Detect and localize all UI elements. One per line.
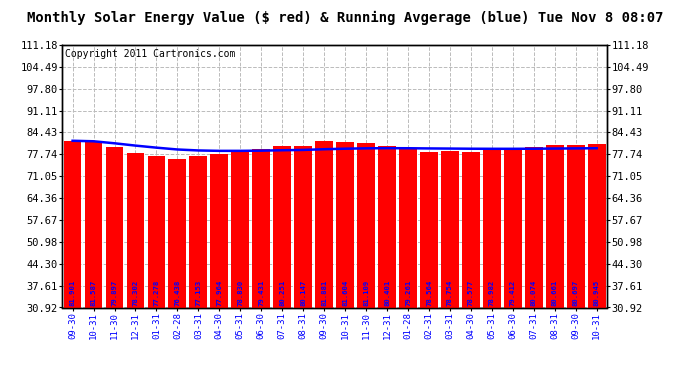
Bar <box>85 142 102 308</box>
Bar <box>273 146 291 308</box>
Text: 80.251: 80.251 <box>279 280 285 306</box>
Bar <box>336 142 354 308</box>
Bar <box>378 146 396 308</box>
Text: Copyright 2011 Cartronics.com: Copyright 2011 Cartronics.com <box>65 49 235 59</box>
Bar <box>357 143 375 308</box>
Bar <box>546 145 564 308</box>
Bar <box>210 154 228 308</box>
Text: 81.587: 81.587 <box>90 280 97 306</box>
Bar <box>126 153 144 308</box>
Text: Monthly Solar Energy Value ($ red) & Running Avgerage (blue) Tue Nov 8 08:07: Monthly Solar Energy Value ($ red) & Run… <box>27 11 663 26</box>
Bar <box>462 152 480 308</box>
Text: 78.577: 78.577 <box>468 280 474 306</box>
Text: 78.982: 78.982 <box>489 280 495 306</box>
Text: 78.830: 78.830 <box>237 280 244 306</box>
Bar <box>168 159 186 308</box>
Text: 79.897: 79.897 <box>112 280 117 306</box>
Bar <box>483 150 501 308</box>
Bar <box>106 147 124 308</box>
Text: 78.754: 78.754 <box>447 280 453 306</box>
Bar <box>504 149 522 308</box>
Text: 79.412: 79.412 <box>510 280 516 306</box>
Text: 77.964: 77.964 <box>217 280 222 306</box>
Text: 80.697: 80.697 <box>573 280 579 306</box>
Bar <box>231 151 249 308</box>
Bar <box>441 151 459 308</box>
Text: 80.147: 80.147 <box>300 280 306 306</box>
Bar <box>253 149 270 308</box>
Text: 80.074: 80.074 <box>531 280 537 306</box>
Bar <box>420 152 438 308</box>
Bar <box>63 141 81 308</box>
Bar <box>148 156 166 308</box>
Bar <box>315 141 333 308</box>
Text: 78.564: 78.564 <box>426 280 432 306</box>
Text: 79.431: 79.431 <box>258 280 264 306</box>
Text: 80.401: 80.401 <box>384 280 390 306</box>
Text: 77.153: 77.153 <box>195 280 201 306</box>
Bar <box>588 144 606 308</box>
Text: 80.945: 80.945 <box>593 280 600 306</box>
Bar <box>567 145 584 308</box>
Text: 77.278: 77.278 <box>153 280 159 306</box>
Text: 79.261: 79.261 <box>405 280 411 306</box>
Text: 81.109: 81.109 <box>363 280 369 306</box>
Bar <box>399 149 417 308</box>
Text: 80.661: 80.661 <box>552 280 558 306</box>
Bar <box>525 147 543 308</box>
Text: 81.901: 81.901 <box>70 280 76 306</box>
Bar <box>295 147 312 308</box>
Text: 78.302: 78.302 <box>132 280 139 306</box>
Text: 76.438: 76.438 <box>175 280 180 306</box>
Bar <box>190 156 207 308</box>
Text: 81.604: 81.604 <box>342 280 348 306</box>
Text: 81.881: 81.881 <box>321 280 327 306</box>
